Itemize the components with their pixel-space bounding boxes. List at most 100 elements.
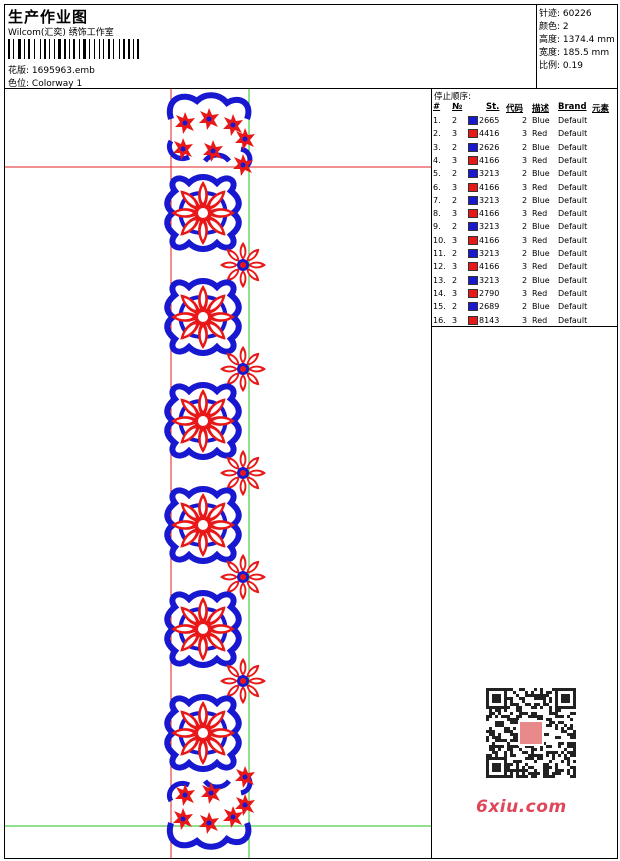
big-motif — [167, 593, 239, 665]
design-file-line: 花版: 1695963.emb — [8, 63, 95, 76]
col-header-needle: № — [452, 102, 463, 112]
row-brand: Default — [558, 209, 588, 219]
row-needle: 3 — [452, 129, 458, 139]
row-stitch-count: 2 — [522, 195, 528, 205]
header-info: 生产作业图 Wilcom(汇奕) 绣饰工作室 花版: 1695963.emb 色… — [5, 5, 537, 89]
row-index: 6. — [433, 182, 441, 192]
row-desc: Blue — [532, 275, 550, 285]
color-swatch — [468, 169, 478, 179]
stop-row: 11. 2 3213 2 Blue Default — [432, 248, 617, 261]
row-stitch-count: 3 — [522, 182, 528, 192]
big-motif — [167, 697, 239, 769]
row-code: 2665 — [479, 116, 500, 125]
stop-row: 14. 3 2790 3 Red Default — [432, 288, 617, 301]
barcode-bar — [24, 39, 25, 59]
barcode-bar — [133, 39, 134, 59]
right-panel: 停止顺序: # № St. 代码 描述 Brand 元素 1. 2 2665 2 Blu… — [432, 89, 617, 858]
color-swatch — [468, 129, 478, 139]
row-needle: 2 — [452, 116, 458, 125]
production-sheet: 生产作业图 Wilcom(汇奕) 绣饰工作室 花版: 1695963.emb 色… — [4, 4, 618, 859]
colorway-value: Colorway 1 — [31, 79, 83, 89]
row-brand: Default — [558, 142, 588, 152]
top-star — [235, 128, 255, 150]
big-motif — [167, 489, 239, 561]
color-swatch — [468, 195, 478, 205]
barcode-bar — [108, 39, 110, 59]
barcode-bar — [99, 39, 100, 59]
row-needle: 3 — [452, 155, 458, 165]
row-stitch-count: 3 — [522, 155, 528, 165]
barcode-bar — [49, 39, 50, 59]
row-desc: Red — [532, 182, 548, 192]
row-needle: 3 — [452, 182, 458, 192]
row-brand: Default — [558, 315, 588, 325]
barcode-bar — [40, 39, 41, 59]
barcode-bar — [83, 39, 86, 59]
color-swatch — [468, 155, 478, 165]
stat-stitches: 针迹: 60226 — [539, 9, 592, 19]
barcode-bar — [119, 39, 120, 59]
row-brand: Default — [558, 288, 588, 298]
big-motif — [167, 177, 239, 249]
color-swatch — [468, 209, 478, 219]
top-border-scroll — [166, 92, 252, 121]
row-desc: Red — [532, 288, 548, 298]
row-code: 3213 — [479, 195, 500, 205]
color-swatch — [468, 235, 478, 245]
row-stitch-count: 2 — [522, 249, 528, 258]
barcode-bar — [123, 39, 125, 59]
design-label: 花版: — [8, 66, 30, 76]
barcode — [8, 39, 148, 59]
row-index: 2. — [433, 129, 441, 139]
row-code: 3213 — [479, 275, 500, 285]
stop-row: 8. 3 4166 3 Red Default — [432, 208, 617, 221]
page-title: 生产作业图 — [8, 8, 89, 26]
colorway-line: 色位: Colorway 1 — [8, 76, 82, 89]
stat-colors: 颜色: 2 — [539, 22, 569, 32]
row-brand: Default — [558, 249, 588, 258]
design-preview — [5, 89, 432, 858]
row-index: 13. — [433, 275, 446, 285]
row-brand: Default — [558, 302, 588, 312]
row-brand: Default — [558, 169, 588, 179]
row-needle: 3 — [452, 262, 458, 272]
top-star — [199, 108, 219, 130]
row-needle: 3 — [452, 288, 458, 298]
row-brand: Default — [558, 222, 588, 232]
row-desc: Red — [532, 155, 548, 165]
barcode-bar — [58, 39, 61, 59]
row-code: 2626 — [479, 142, 500, 152]
stop-row: 15. 2 2689 2 Blue Default — [432, 301, 617, 314]
stat-width: 宽度: 185.5 mm — [539, 48, 610, 58]
row-code: 3213 — [479, 169, 500, 179]
row-code: 2790 — [479, 288, 500, 298]
barcode-bar — [18, 39, 21, 59]
stat-height: 高度: 1374.4 mm — [539, 35, 615, 45]
row-brand: Default — [558, 129, 588, 139]
barcode-bar — [34, 39, 35, 59]
row-desc: Blue — [532, 222, 550, 232]
bottom-star — [199, 812, 219, 834]
bottom-border-scroll — [166, 821, 252, 850]
row-needle: 2 — [452, 249, 458, 258]
barcode-bar — [94, 39, 95, 59]
row-index: 4. — [433, 155, 441, 165]
row-index: 7. — [433, 195, 441, 205]
qr-code-watermark — [474, 684, 590, 782]
row-brand: Default — [558, 235, 588, 245]
row-brand: Default — [558, 116, 588, 125]
stop-row: 3. 2 2626 2 Blue Default — [432, 142, 617, 155]
row-desc: Red — [532, 129, 548, 139]
stop-row: 7. 2 3213 2 Blue Default — [432, 195, 617, 208]
stop-row: 1. 2 2665 2 Blue Default — [432, 115, 617, 128]
row-desc: Blue — [532, 116, 550, 125]
qr-code — [486, 688, 576, 778]
stop-row: 2. 3 4416 3 Red Default — [432, 128, 617, 141]
row-brand: Default — [558, 275, 588, 285]
row-needle: 3 — [452, 315, 458, 325]
colorway-label: 色位: — [8, 79, 30, 89]
row-code: 4166 — [479, 155, 500, 165]
row-stitch-count: 3 — [522, 235, 528, 245]
row-needle: 2 — [452, 195, 458, 205]
row-stitch-count: 2 — [522, 275, 528, 285]
